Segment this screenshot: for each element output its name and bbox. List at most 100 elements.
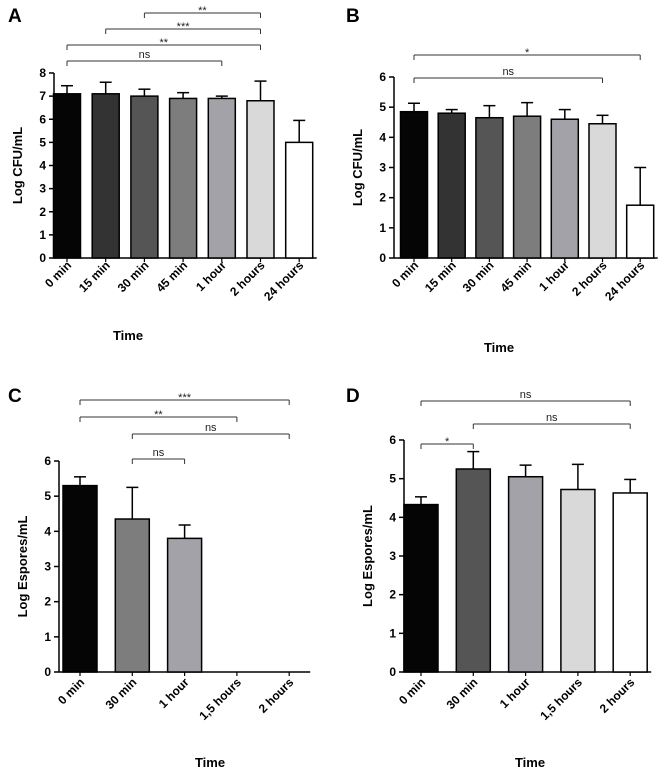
panel-a: A 0 1 2 3 4 5 6 7 8 Log CFU/mL 0 min 15 min 30 min 45 … [8,5,317,343]
y-tick-label: 3 [39,182,46,196]
bar-2-hours [588,123,617,259]
y-tick-label: 4 [389,510,396,524]
y-tick-label: 3 [379,161,386,175]
panel-letter: D [346,386,360,407]
x-tick-label: 1,5 hours [196,675,244,723]
significance-label: ns [546,412,558,424]
bar-1-hour [207,97,237,259]
x-tick-label: 2 hours [256,675,297,716]
panel-letter: C [8,386,22,407]
bar-24-hours [284,141,314,259]
bar-15-min [437,112,466,259]
bar-30-min [475,116,504,259]
bar-45-min [168,97,198,259]
significance-label: ns [520,389,532,401]
x-tick-label: 1 hour [497,675,533,711]
y-tick-label: 0 [44,665,51,679]
panel-letter: A [8,6,22,27]
bar-2-hours [246,100,275,259]
y-axis-title: Log Espores/mL [360,505,375,607]
bar-0-min [52,93,82,259]
y-tick-label: 1 [389,626,396,640]
x-tick-label: 1 hour [536,258,572,294]
x-tick-label: 2 hours [597,675,638,716]
bar-30-min [455,468,492,673]
bar-24-hours [625,204,655,259]
significance-label: * [525,47,530,59]
y-tick-label: 3 [44,560,51,574]
x-axis-title: Time [113,328,143,343]
x-tick-label: 15 min [422,258,459,295]
bar-1-hour [550,118,580,259]
y-tick-label: 6 [39,112,46,126]
panel-d: D 0 1 2 3 4 5 6 Log Espores/mL 0 min 30 min 1 hour 1… [346,386,652,770]
y-tick-label: 6 [379,70,386,84]
y-tick-label: 8 [39,66,46,80]
y-tick-label: 0 [379,251,386,265]
x-tick-label: 0 min [55,675,87,707]
bar-30-min [130,95,159,259]
x-axis-title: Time [515,755,545,770]
bar-15-min [91,93,120,259]
significance-label: ** [198,5,207,17]
y-tick-label: 1 [39,228,46,242]
bar-45-min [512,115,542,259]
panel-letter: B [346,6,360,27]
bar-30-min [114,518,151,673]
y-tick-label: 4 [39,159,46,173]
bar-1-hour [166,537,203,673]
y-tick-label: 5 [379,100,386,114]
y-tick-label: 0 [389,665,396,679]
bar-0-min [62,484,98,673]
y-tick-label: 3 [389,549,396,563]
y-tick-label: 1 [44,630,51,644]
bar-1-hour [507,475,544,673]
y-axis-title: Log CFU/mL [10,127,25,204]
y-tick-label: 6 [389,433,396,447]
x-tick-label: 30 min [444,675,481,712]
y-tick-label: 6 [44,454,51,468]
x-tick-label: 1 hour [156,675,192,711]
bar-0-min [403,503,439,673]
y-axis-title: Log Espores/mL [15,516,30,618]
y-tick-label: 1 [379,221,386,235]
x-axis-title: Time [484,340,514,355]
x-tick-label: 45 min [153,258,190,295]
x-tick-label: 30 min [460,258,497,295]
significance-label: ** [154,409,163,421]
significance-label: * [445,436,450,448]
y-tick-label: 2 [379,191,386,205]
y-tick-label: 4 [379,130,386,144]
x-tick-label: 0 min [396,675,428,707]
x-tick-label: 24 hours [602,258,647,303]
significance-label: ns [502,66,514,78]
y-tick-label: 2 [389,588,396,602]
y-tick-label: 2 [39,205,46,219]
panel-b: B 0 1 2 3 4 5 6 Log CFU/mL 0 min 15 min 30 min 45 mi… [346,6,658,355]
bar-1-5-hours [560,488,596,673]
x-tick-label: 1 hour [193,258,229,294]
x-tick-label: 0 min [42,258,74,290]
significance-label: *** [177,21,191,33]
x-tick-label: 0 min [389,258,421,290]
bar-2-hours [612,492,648,673]
x-tick-label: 45 min [497,258,534,295]
x-tick-label: 24 hours [261,258,306,303]
significance-label: ns [153,447,165,459]
y-tick-label: 0 [39,251,46,265]
significance-label: ns [139,49,151,61]
x-axis-title: Time [195,755,225,770]
y-tick-label: 5 [39,135,46,149]
y-axis-title: Log CFU/mL [350,129,365,206]
bar-0-min [399,110,429,259]
panel-c: C 0 1 2 3 4 5 6 Log Espores/mL 0 min 30 min 1 hour 1… [8,386,311,770]
y-tick-label: 7 [39,89,46,103]
x-tick-label: 30 min [103,675,140,712]
y-tick-label: 5 [389,472,396,486]
x-tick-label: 30 min [115,258,152,295]
significance-label: ns [205,422,217,434]
y-tick-label: 2 [44,595,51,609]
x-tick-label: 15 min [76,258,113,295]
significance-label: *** [178,392,192,404]
